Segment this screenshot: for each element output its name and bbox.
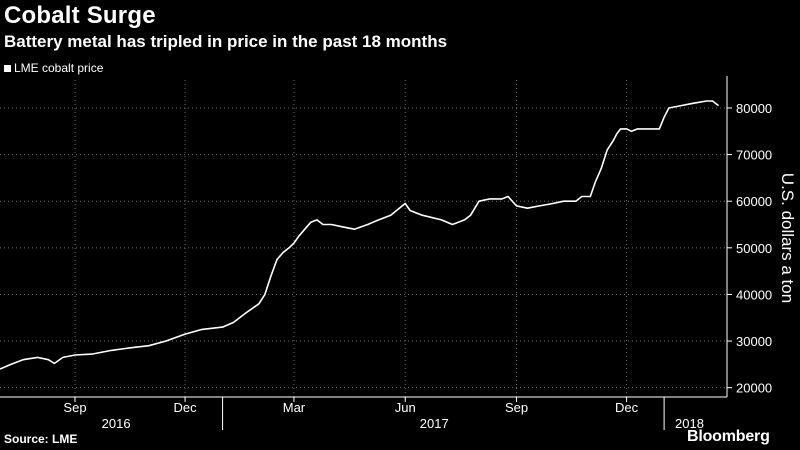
y-tick-label: 20000 [736, 381, 772, 396]
x-tick-label: Sep [63, 400, 86, 415]
chart-title: Cobalt Surge [4, 2, 156, 29]
legend-swatch [4, 64, 11, 72]
y-tick-label: 80000 [736, 101, 772, 116]
y-tick-label: 70000 [736, 148, 772, 163]
x-tick-label: Jun [395, 400, 416, 415]
y-tick-label: 40000 [736, 287, 772, 302]
x-tick-label: Dec [174, 400, 198, 415]
bloomberg-logo: Bloomberg [687, 428, 770, 445]
legend-label: LME cobalt price [14, 61, 104, 75]
year-label: 2018 [675, 416, 704, 431]
y-tick-label: 60000 [736, 194, 772, 209]
year-label: 2016 [102, 416, 131, 431]
series [0, 100, 719, 370]
x-tick-label: Sep [505, 400, 528, 415]
y-tick-label: 30000 [736, 334, 772, 349]
chart-subtitle: Battery metal has tripled in price in th… [4, 32, 448, 51]
year-label: 2017 [420, 416, 449, 431]
y-tick-label: 50000 [736, 241, 772, 256]
legend: LME cobalt price [4, 61, 103, 75]
x-tick-label: Mar [283, 400, 306, 415]
axes: 20000 30000 40000 50000 60000 70000 80000 Sep De… [0, 76, 772, 431]
x-tick-label: Dec [615, 400, 639, 415]
source-note: Source: LME [4, 432, 78, 446]
grid [0, 80, 727, 397]
series-line-lme-cobalt-price [0, 100, 719, 370]
y-axis-label: U.S. dollars a ton [778, 173, 797, 303]
